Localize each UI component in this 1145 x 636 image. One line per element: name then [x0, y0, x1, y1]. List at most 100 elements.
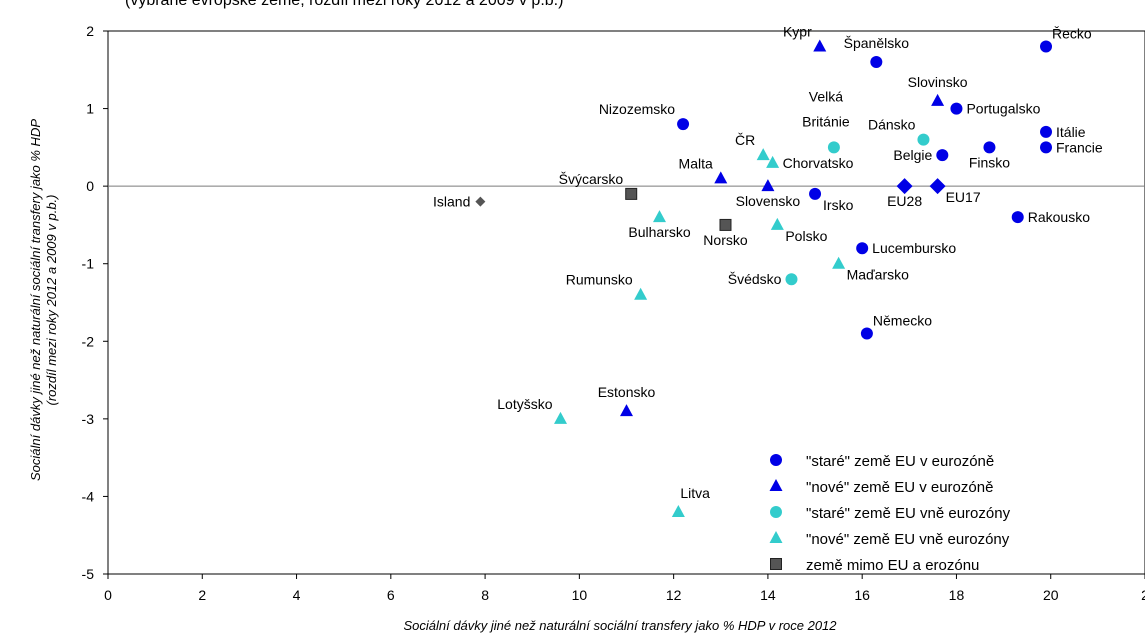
x-tick-label: 14: [760, 587, 776, 603]
x-tick-label: 20: [1043, 587, 1059, 603]
legend-marker-nove-zeme-eu-vne-eurozony: [769, 531, 783, 543]
legend: "staré" země EU v eurozóně "nové" země EU…: [769, 453, 1011, 574]
x-axis-title: Sociální dávky jiné než naturální sociál…: [403, 618, 837, 633]
point-finsko: [983, 141, 996, 154]
point-malta: [714, 171, 728, 184]
point-label-slovensko: Slovensko: [736, 193, 801, 209]
point-slovensko: [761, 179, 775, 192]
y-tick-label: -2: [82, 333, 95, 349]
point-label-rumunsko: Rumunsko: [566, 272, 633, 288]
point-italie: [1040, 125, 1053, 138]
point-label-lotyssko: Lotyšsko: [497, 396, 552, 412]
point-label-nizozemsko: Nizozemsko: [599, 101, 675, 117]
x-tick-label: 16: [854, 587, 870, 603]
y-tick-label: 1: [86, 101, 94, 117]
point-label-slovinsko: Slovinsko: [908, 74, 968, 90]
point-label-svycarsko: Švýcarsko: [559, 171, 624, 187]
point-label-cr: ČR: [735, 132, 755, 148]
point-slovinsko: [931, 93, 945, 106]
point-irsko: [809, 187, 822, 200]
point-rumunsko: [634, 287, 648, 300]
point-label-italie: Itálie: [1056, 124, 1086, 140]
y-tick-label: 0: [86, 178, 94, 194]
point-label-polsko: Polsko: [785, 228, 827, 244]
point-label-lucembursko: Lucembursko: [872, 240, 956, 256]
point-label-eu28: EU28: [887, 193, 922, 209]
y-tick-label: 2: [86, 23, 94, 39]
point-madarsko: [832, 256, 846, 269]
point-label-dansko: Dánsko: [868, 117, 916, 133]
point-dansko: [917, 133, 930, 146]
legend-marker-zeme-mimo-eu-a-erozonu: [770, 558, 782, 570]
point-labels: Španělsko Řecko Portugalsko Nizozemsko Itáli…: [433, 24, 1103, 501]
legend-marker-stare-zeme-eu-v-eurozone: [770, 454, 782, 466]
point-label-island: Island: [433, 194, 470, 210]
point-label-recko: Řecko: [1052, 26, 1092, 42]
point-label-nemecko: Německo: [873, 313, 932, 329]
legend-label-zeme-mimo-eu-a-erozonu: země mimo EU a erozónu: [806, 557, 979, 574]
point-label-svedsko: Švédsko: [728, 271, 782, 287]
legend-marker-nove-zeme-eu-v-eurozone: [769, 479, 783, 491]
point-litva: [671, 504, 685, 517]
point-island: [475, 196, 486, 207]
x-tick-label: 12: [666, 587, 682, 603]
point-cr: [756, 148, 770, 161]
point-label-francie: Francie: [1056, 139, 1103, 155]
point-estonsko: [620, 404, 633, 417]
point-label-finsko: Finsko: [969, 154, 1010, 170]
y-tick-label: -1: [82, 256, 95, 272]
point-belgie: [936, 149, 949, 162]
y-axis-title: Sociální dávky jiné než naturální sociál…: [28, 119, 59, 481]
point-svedsko: [785, 273, 798, 286]
point-eu17: [929, 178, 946, 195]
point-label-kypr: Kypr: [783, 24, 812, 40]
point-label-litva: Litva: [680, 485, 710, 501]
point-nizozemsko: [677, 118, 690, 131]
x-tick-label: 0: [104, 587, 112, 603]
x-tick-label: 6: [387, 587, 395, 603]
point-rakousko: [1011, 211, 1024, 224]
legend-label-nove-zeme-eu-vne-eurozony: "nové" země EU vně eurozóny: [806, 531, 1010, 548]
point-lotyssko: [554, 411, 568, 424]
point-label-norsko: Norsko: [703, 232, 748, 248]
legend-label-nove-zeme-eu-v-eurozone: "nové" země EU v eurozóně: [806, 479, 993, 496]
point-eu28: [896, 178, 913, 195]
data-points: [475, 39, 1053, 517]
point-nemecko: [860, 327, 873, 340]
point-francie: [1040, 141, 1053, 154]
axis-ticks: 024681012141618202210-1-2-3-4-5: [82, 23, 1145, 603]
point-recko: [1040, 40, 1053, 53]
x-tick-label: 18: [949, 587, 965, 603]
x-tick-label: 8: [481, 587, 489, 603]
x-tick-label: 10: [572, 587, 588, 603]
point-label-spanelsko: Španělsko: [844, 35, 910, 51]
point-label-madarsko: Maďarsko: [847, 267, 910, 283]
point-polsko: [770, 217, 784, 230]
point-lucembursko: [856, 242, 869, 255]
legend-label-stare-zeme-eu-v-eurozone: "staré" země EU v eurozóně: [806, 453, 994, 470]
point-bulharsko: [652, 210, 666, 223]
y-tick-label: -3: [82, 411, 95, 427]
legend-marker-stare-zeme-eu-vne-eurozony: [770, 506, 782, 518]
point-label-bulharsko: Bulharsko: [628, 224, 690, 240]
x-tick-label: 2: [198, 587, 206, 603]
point-label-rakousko: Rakousko: [1028, 209, 1090, 225]
point-chorvatsko: [766, 155, 780, 168]
point-label-chorvatsko: Chorvatsko: [783, 155, 854, 171]
chart-title: (vybrané evropské země, rozdíl mezi roky…: [125, 0, 563, 9]
point-label-portugalsko: Portugalsko: [966, 101, 1040, 117]
y-tick-label: -4: [82, 488, 95, 504]
point-svycarsko: [625, 187, 638, 200]
legend-label-stare-zeme-eu-vne-eurozony: "staré" země EU vně eurozóny: [806, 505, 1011, 522]
y-axis-title-line1: Sociální dávky jiné než naturální sociál…: [28, 119, 43, 481]
point-spanelsko: [870, 56, 883, 69]
y-axis-title-line2: (rozdíl mezi roky 2012 a 2009 v p.b.): [44, 195, 59, 406]
point-label-eu17: EU17: [946, 189, 981, 205]
point-norsko: [719, 218, 732, 231]
point-label-belgie: Belgie: [893, 147, 932, 163]
point-label-malta: Malta: [679, 155, 713, 171]
point-label-estonsko: Estonsko: [598, 384, 656, 400]
plot-area: [107, 30, 1145, 575]
y-tick-label: -5: [82, 566, 95, 582]
